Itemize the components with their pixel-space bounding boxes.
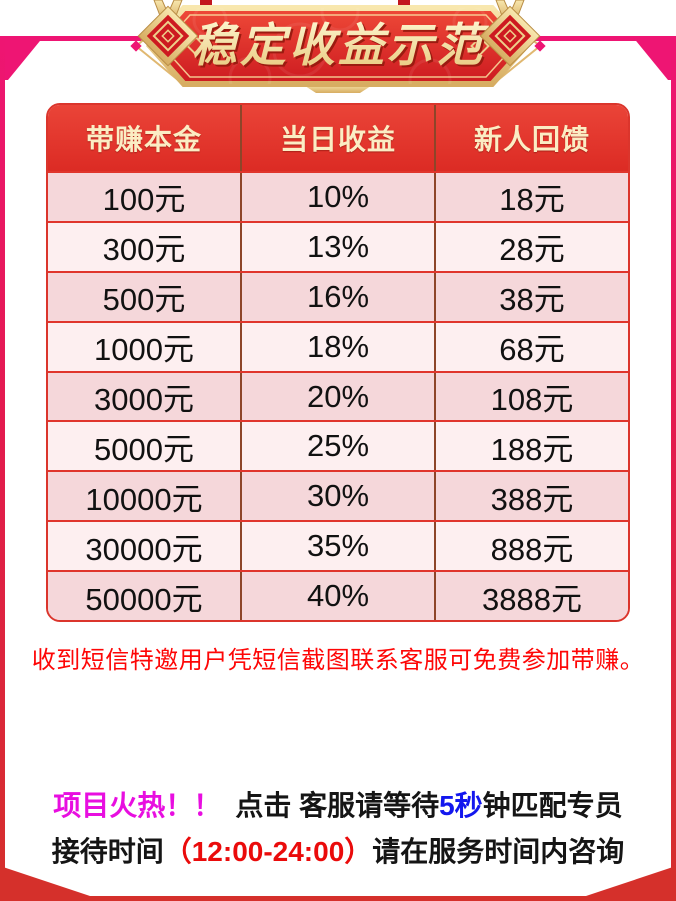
- table-cell: 38元: [434, 272, 628, 321]
- table-cell: 25%: [240, 422, 434, 471]
- header-cell: 带赚本金: [85, 124, 202, 155]
- footer-line1-tail: 钟匹配专员: [482, 790, 623, 821]
- table-cell: 68元: [434, 322, 628, 371]
- service-hours-label: 接待时间: [51, 836, 164, 867]
- table-row: 1000元 18% 68元: [48, 320, 628, 371]
- banner-tip-right: [534, 40, 546, 52]
- footer-line2-tail: 请在服务时间内咨询: [372, 836, 625, 867]
- service-hours-time: （12:00-24:00）: [163, 836, 373, 867]
- banner-title-shadow: 稳定收益示范: [193, 21, 492, 73]
- project-hot-label: 项目火热！！: [53, 790, 222, 821]
- table-cell: 888元: [434, 522, 628, 571]
- sms-notice-text: 收到短信特邀用户凭短信截图联系客服可免费参加带赚。: [31, 647, 645, 674]
- table-cell: 18元: [434, 173, 628, 221]
- table-cell: 30%: [240, 472, 434, 521]
- table-row: 30000元 35% 888元: [48, 520, 628, 571]
- table-row: 500元 16% 38元: [48, 270, 628, 321]
- table-header-row: 带赚本金 当日收益 新人回馈: [48, 105, 628, 171]
- table-cell: 188元: [434, 422, 628, 471]
- seal-ornament-left: [137, 0, 199, 67]
- table-row: 100元 10% 18元: [48, 171, 628, 221]
- table-row: 3000元 20% 108元: [48, 370, 628, 421]
- table-cell: 10000元: [85, 481, 203, 517]
- table-cell: 5000元: [94, 431, 194, 467]
- header-cell: 新人回馈: [434, 105, 628, 171]
- table-cell: 388元: [434, 472, 628, 521]
- footer-line1-mid: 点击 客服请等待: [235, 790, 440, 821]
- table-cell: 10%: [240, 173, 434, 221]
- table-cell: 108元: [434, 372, 628, 421]
- table-cell: 28元: [434, 222, 628, 271]
- table-row: 10000元 30% 388元: [48, 470, 628, 521]
- table-cell: 300元: [102, 232, 186, 268]
- table-row: 300元 13% 28元: [48, 220, 628, 271]
- table-cell: 30000元: [85, 531, 203, 567]
- table-cell: 13%: [240, 222, 434, 271]
- income-table: 带赚本金 当日收益 新人回馈 100元 10% 18元 300元 13% 28元 500元 16%…: [46, 103, 630, 622]
- table-cell: 3888元: [434, 572, 628, 620]
- seal-ornament-right: [479, 0, 541, 67]
- frame-bottom-line: [0, 896, 676, 901]
- frame-right-stripe: [671, 36, 676, 901]
- table-cell: 3000元: [94, 382, 194, 417]
- table-cell: 18%: [240, 322, 434, 371]
- table-cell: 40%: [240, 572, 434, 620]
- banner-title: 稳定收益示范: [191, 19, 490, 71]
- table-body: 100元 10% 18元 300元 13% 28元 500元 16% 38元 1000元 18% 68…: [48, 171, 628, 620]
- frame-left-stripe: [0, 36, 5, 901]
- footer-line-1: 项目火热！！ 点击 客服请等待5秒钟匹配专员: [0, 783, 676, 829]
- table-cell: 500元: [102, 282, 186, 318]
- table-cell: 100元: [102, 182, 186, 218]
- wait-seconds-label: 5秒: [439, 790, 483, 821]
- table-cell: 20%: [240, 372, 434, 421]
- table-cell: 50000元: [85, 581, 203, 617]
- footer-info: 项目火热！！ 点击 客服请等待5秒钟匹配专员 接待时间（12:00-24:00）请…: [0, 783, 676, 875]
- table-row: 50000元 40% 3888元: [48, 570, 628, 620]
- header-cell: 当日收益: [240, 105, 434, 171]
- table-cell: 16%: [240, 272, 434, 321]
- banner-plaque: 稳定收益示范 稳定收益示范: [130, 0, 546, 93]
- footer-line-2: 接待时间（12:00-24:00）请在服务时间内咨询: [0, 829, 676, 875]
- table-cell: 35%: [240, 522, 434, 571]
- banner-tip-left: [130, 40, 142, 52]
- table-cell: 1000元: [94, 332, 194, 368]
- banner-diamond-right: [470, 36, 490, 56]
- table-row: 5000元 25% 188元: [48, 420, 628, 471]
